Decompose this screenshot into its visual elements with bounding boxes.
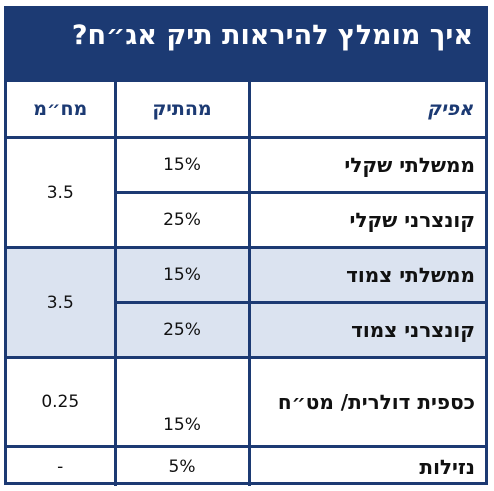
header-portfolio: מהתיק xyxy=(113,82,251,139)
table-row: כספית דולרית/ מט״ח 15% 0.25 xyxy=(7,356,485,448)
duration-cell: - xyxy=(7,445,117,486)
table-header-row: אפיק מהתיק מח״מ xyxy=(7,82,485,139)
portfolio-cell: 25% xyxy=(115,192,251,249)
header-channel: אפיק xyxy=(247,82,485,139)
duration-cell: 3.5 xyxy=(7,246,117,359)
page-title: איך מומלץ להיראות תיק אג״ח? xyxy=(71,20,473,51)
duration-cell: 3.5 xyxy=(7,136,117,249)
channel-cell: קונצרני צמוד xyxy=(247,302,485,359)
table-row: קונצרני צמוד 25% xyxy=(7,302,485,359)
portfolio-cell: 5% xyxy=(113,445,251,486)
header-duration: מח״מ xyxy=(7,82,117,139)
channel-cell: קונצרני שקלי xyxy=(247,192,485,249)
portfolio-cell: 25% xyxy=(115,302,251,359)
allocation-table: אפיק מהתיק מח״מ ממשלתי שקלי 15% 3.5 קונצ… xyxy=(7,82,485,486)
channel-cell: כספית דולרית/ מט״ח xyxy=(247,356,485,448)
table-row: קונצרני שקלי 25% xyxy=(7,192,485,249)
title-bar: איך מומלץ להיראות תיק אג״ח? xyxy=(7,9,485,82)
channel-cell: ממשלתי צמוד xyxy=(247,246,485,304)
allocation-table-frame: איך מומלץ להיראות תיק אג״ח? אפיק מהתיק מ… xyxy=(4,6,488,486)
portfolio-cell: 15% xyxy=(113,356,251,448)
channel-cell: ממשלתי שקלי xyxy=(247,136,485,194)
table-row: ממשלתי צמוד 15% 3.5 xyxy=(7,246,485,359)
table-row: נזילות 5% - xyxy=(7,445,485,486)
channel-cell: נזילות xyxy=(247,445,485,486)
duration-cell: 0.25 xyxy=(7,356,117,448)
portfolio-cell: 15% xyxy=(113,136,251,194)
portfolio-cell: 15% xyxy=(113,246,251,304)
table-row: ממשלתי שקלי 15% 3.5 xyxy=(7,136,485,249)
